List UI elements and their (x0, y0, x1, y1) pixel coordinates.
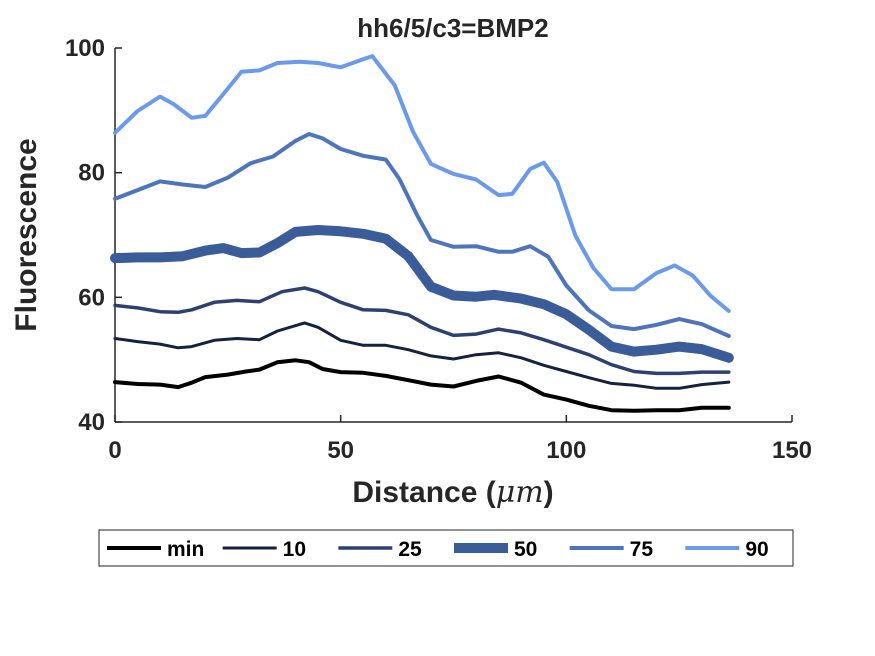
x-tick-label: 50 (327, 437, 354, 464)
series-line-min (113, 358, 731, 413)
series-line-10 (113, 321, 731, 390)
y-ticks: 40 60 80 100 (65, 35, 122, 436)
series-line-90 (113, 54, 731, 313)
legend-label-10: 10 (283, 538, 306, 561)
legend-box (98, 529, 794, 567)
y-tick-label: 100 (65, 35, 105, 62)
series-line-25 (113, 286, 731, 376)
x-tick-label: 150 (772, 437, 812, 464)
legend-label-90: 90 (745, 538, 768, 561)
legend-label-25: 25 (398, 538, 422, 561)
y-tick-label: 40 (78, 409, 105, 436)
x-axis-label: Distance (μm) (352, 475, 553, 510)
x-axis-label-unit: μm (496, 475, 544, 510)
y-tick-label: 60 (78, 284, 105, 311)
series-line-50 (110, 225, 734, 363)
x-tick-label: 100 (546, 437, 586, 464)
x-ticks: 0 50 100 150 (108, 415, 812, 464)
plot-area: 0 50 100 150 40 60 80 100 (65, 35, 812, 464)
y-tick-label: 80 (78, 160, 105, 187)
series-lines (110, 54, 734, 413)
legend-label-50: 50 (514, 538, 537, 561)
legend-items: min 10 25 50 75 90 (107, 538, 769, 561)
chart-title: hh6/5/c3=BMP2 (357, 13, 548, 43)
legend: min 10 25 50 75 90 (98, 529, 794, 567)
legend-label-min: min (167, 538, 204, 561)
y-axis-label: Fluorescence (10, 138, 43, 331)
x-axis-label-text: Distance ( (352, 476, 495, 509)
x-axis-label-close: ) (544, 476, 554, 509)
series-line-75 (113, 132, 731, 338)
x-tick-label: 0 (108, 437, 121, 464)
legend-label-75: 75 (630, 538, 654, 561)
